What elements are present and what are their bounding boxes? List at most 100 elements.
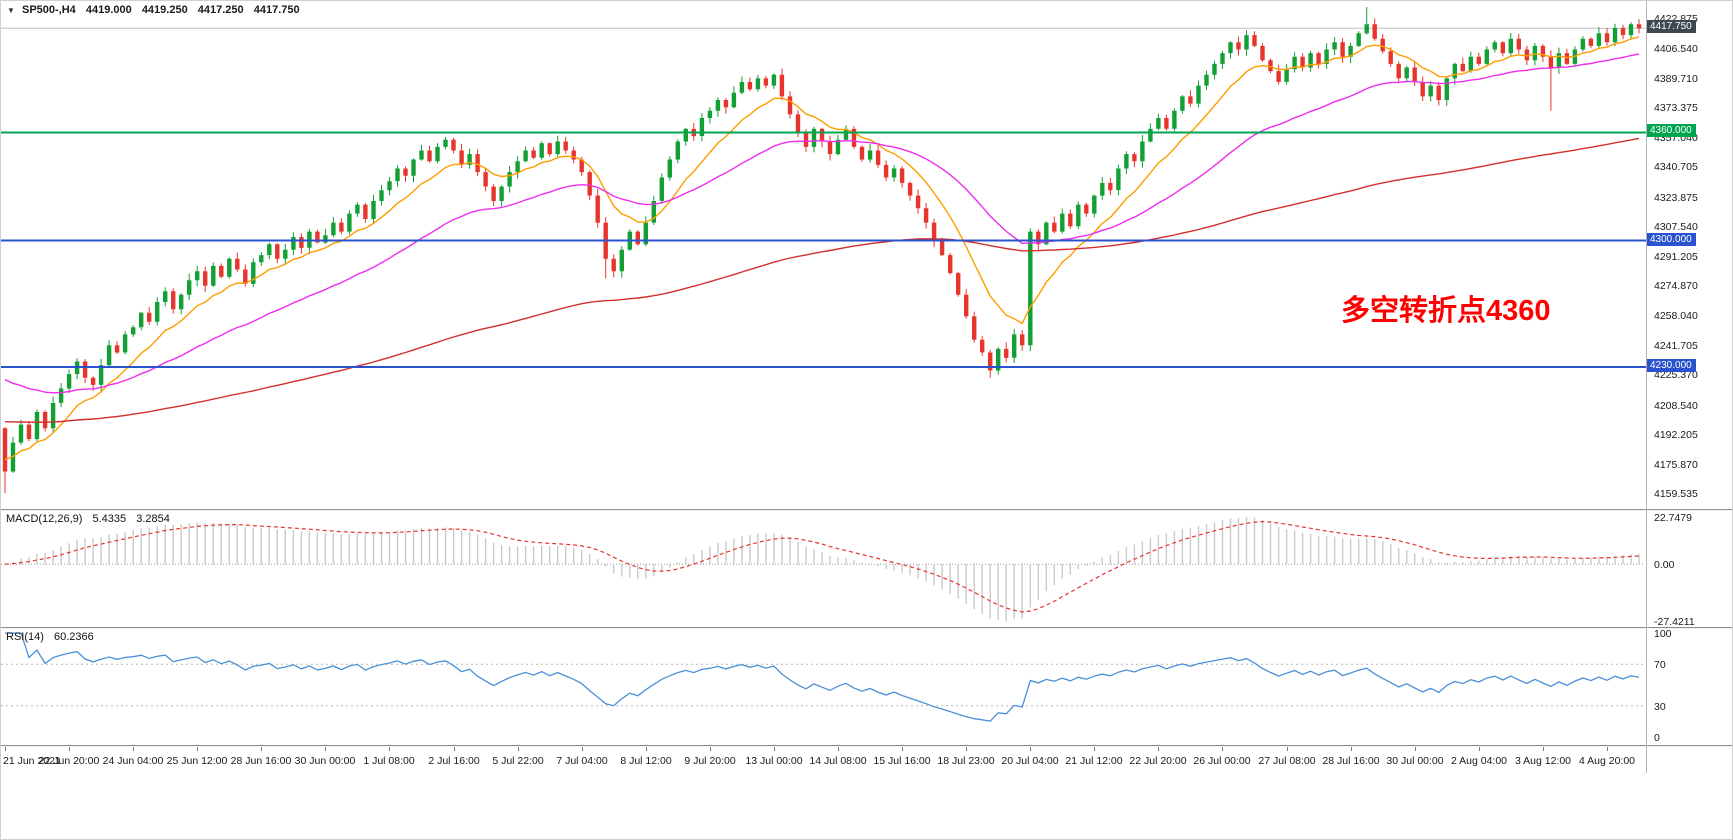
text-annotation[interactable]: 多空转折点4360 bbox=[1341, 295, 1551, 327]
time-axis-label: 22 Jun 20:00 bbox=[38, 755, 100, 767]
rsi-title: RSI(14) bbox=[6, 631, 44, 643]
price-axis-label: 4340.705 bbox=[1654, 161, 1698, 173]
time-tick bbox=[1222, 747, 1223, 751]
moving-average-slow[interactable] bbox=[4, 137, 1640, 423]
time-tick bbox=[774, 747, 775, 751]
time-tick bbox=[1479, 747, 1480, 751]
rsi-panel[interactable]: RSI(14) 60.2366 bbox=[1, 629, 1732, 745]
time-tick bbox=[1543, 747, 1544, 751]
hline-price-tag: 4230.000 bbox=[1647, 359, 1696, 372]
time-axis-label: 30 Jun 00:00 bbox=[294, 755, 356, 767]
time-tick bbox=[325, 747, 326, 751]
quote-bar: ▼ SP500-,H4 4419.000 4419.250 4417.250 4… bbox=[7, 4, 307, 16]
rsi-line bbox=[5, 632, 1640, 722]
time-axis-label: 2 Jul 16:00 bbox=[428, 755, 480, 767]
macd-axis-label: -27.4211 bbox=[1654, 616, 1695, 628]
rsi-plot[interactable] bbox=[1, 629, 1646, 745]
time-axis-label: 1 Jul 08:00 bbox=[363, 755, 415, 767]
macd-histogram bbox=[4, 517, 1640, 621]
macd-title: MACD(12,26,9) bbox=[6, 513, 83, 525]
rsi-axis-label: 100 bbox=[1654, 628, 1672, 640]
quote-open: 4419.000 bbox=[85, 4, 132, 16]
time-axis-label: 5 Jul 22:00 bbox=[492, 755, 544, 767]
time-tick bbox=[966, 747, 967, 751]
time-axis-label: 22 Jul 20:00 bbox=[1129, 755, 1187, 767]
price-axis-label: 4307.540 bbox=[1654, 221, 1698, 233]
panel-separator[interactable] bbox=[1, 745, 1732, 747]
macd-axis-label: 0.00 bbox=[1654, 559, 1675, 571]
candlestick-plot[interactable] bbox=[1, 1, 1646, 509]
panel-separator[interactable] bbox=[1, 627, 1732, 629]
time-tick bbox=[197, 747, 198, 751]
time-tick bbox=[646, 747, 647, 751]
moving-average-fast[interactable] bbox=[4, 36, 1640, 461]
price-axis-label: 4389.710 bbox=[1654, 73, 1698, 85]
price-axis-label: 4291.205 bbox=[1654, 251, 1698, 263]
time-axis-label: 24 Jun 04:00 bbox=[102, 755, 164, 767]
time-axis-label: 8 Jul 12:00 bbox=[620, 755, 672, 767]
time-tick bbox=[518, 747, 519, 751]
time-axis-label: 14 Jul 08:00 bbox=[809, 755, 867, 767]
up-candle-bodies bbox=[10, 24, 1634, 472]
price-axis-label: 4258.040 bbox=[1654, 310, 1698, 322]
time-axis-label: 21 Jul 12:00 bbox=[1065, 755, 1123, 767]
price-axis-label: 4208.540 bbox=[1654, 400, 1698, 412]
quote-low: 4417.250 bbox=[197, 4, 244, 16]
down-candle-bodies bbox=[2, 24, 1642, 472]
price-scale-separator[interactable] bbox=[1646, 1, 1647, 773]
rsi-label: RSI(14) 60.2366 bbox=[6, 631, 94, 643]
price-axis-label: 4175.870 bbox=[1654, 459, 1698, 471]
symbol-timeframe-label: SP500-,H4 bbox=[21, 4, 76, 16]
macd-panel[interactable]: MACD(12,26,9) 5.4335 3.2854 bbox=[1, 511, 1732, 627]
price-axis-label: 4241.705 bbox=[1654, 340, 1698, 352]
time-axis-label: 26 Jul 00:00 bbox=[1193, 755, 1251, 767]
panel-separator[interactable] bbox=[1, 509, 1732, 511]
price-axis-label: 4192.205 bbox=[1654, 429, 1698, 441]
time-tick bbox=[902, 747, 903, 751]
time-tick bbox=[1094, 747, 1095, 751]
macd-plot[interactable] bbox=[1, 511, 1646, 627]
time-axis-label: 7 Jul 04:00 bbox=[556, 755, 608, 767]
time-axis-label: 21 Jun 2021 bbox=[3, 755, 61, 767]
time-tick bbox=[1030, 747, 1031, 751]
rsi-value: 60.2366 bbox=[53, 631, 94, 643]
time-tick bbox=[389, 747, 390, 751]
down-candle-wicks bbox=[4, 18, 1640, 494]
time-tick bbox=[582, 747, 583, 751]
time-axis-label: 27 Jul 08:00 bbox=[1258, 755, 1316, 767]
macd-axis-label: 22.7479 bbox=[1654, 512, 1692, 524]
time-tick bbox=[1607, 747, 1608, 751]
macd-signal-line bbox=[4, 521, 1640, 613]
price-axis-label: 4323.875 bbox=[1654, 192, 1698, 204]
time-tick bbox=[1415, 747, 1416, 751]
price-axis-label: 4373.375 bbox=[1654, 102, 1698, 114]
price-axis-label: 4274.870 bbox=[1654, 280, 1698, 292]
time-axis-label: 4 Aug 20:00 bbox=[1578, 755, 1636, 767]
time-tick bbox=[5, 747, 6, 751]
moving-average-mid[interactable] bbox=[4, 53, 1640, 394]
one-click-trading-expander-icon[interactable]: ▼ bbox=[7, 6, 15, 15]
price-axis-label: 4406.540 bbox=[1654, 43, 1698, 55]
time-axis-label: 9 Jul 20:00 bbox=[684, 755, 736, 767]
macd-value-signal: 3.2854 bbox=[136, 513, 170, 525]
macd-value-main: 5.4335 bbox=[92, 513, 127, 525]
quote-close: 4417.750 bbox=[253, 4, 300, 16]
macd-label: MACD(12,26,9) 5.4335 3.2854 bbox=[6, 513, 170, 525]
rsi-axis-label: 70 bbox=[1654, 659, 1666, 671]
price-axis-label: 4159.535 bbox=[1654, 488, 1698, 500]
time-axis-label: 15 Jul 16:00 bbox=[873, 755, 931, 767]
quote-high: 4419.250 bbox=[141, 4, 188, 16]
time-axis-label: 30 Jul 00:00 bbox=[1386, 755, 1444, 767]
time-axis-label: 20 Jul 04:00 bbox=[1001, 755, 1059, 767]
time-tick bbox=[133, 747, 134, 751]
time-axis[interactable]: 21 Jun 2021 22 Jun 20:00 24 Jun 04:00 25 Ju… bbox=[1, 747, 1732, 777]
time-axis-label: 13 Jul 00:00 bbox=[745, 755, 803, 767]
time-axis-label: 28 Jul 16:00 bbox=[1322, 755, 1380, 767]
time-axis-label: 3 Aug 12:00 bbox=[1514, 755, 1572, 767]
time-axis-label: 28 Jun 16:00 bbox=[230, 755, 292, 767]
main-price-panel[interactable]: ▼ SP500-,H4 4419.000 4419.250 4417.250 4… bbox=[1, 1, 1732, 509]
time-axis-label: 18 Jul 23:00 bbox=[937, 755, 995, 767]
rsi-axis-label: 0 bbox=[1654, 732, 1660, 744]
time-tick bbox=[69, 747, 70, 751]
